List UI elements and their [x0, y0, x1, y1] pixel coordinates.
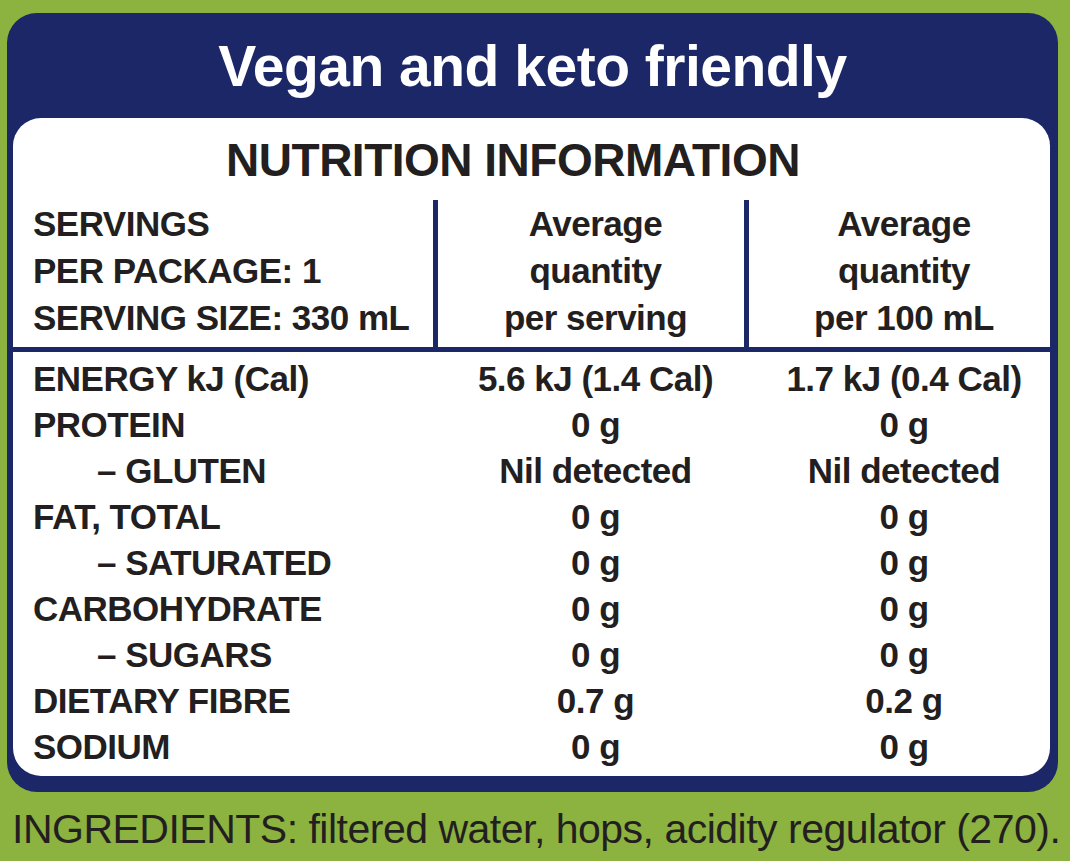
header-servings-line: SERVING SIZE: 330 mL: [33, 294, 433, 341]
nutrition-rows: ENERGY kJ (Cal) 5.6 kJ (1.4 Cal) 1.7 kJ …: [13, 352, 1050, 770]
header-servings-line: PER PACKAGE: 1: [33, 247, 433, 294]
table-row: – GLUTEN Nil detected Nil detected: [13, 448, 1050, 494]
row-value-per-serving: 0 g: [433, 402, 744, 448]
header-per-serving-line: Average: [447, 200, 744, 247]
table-row: FAT, TOTAL 0 g 0 g: [13, 494, 1050, 540]
row-value-per-serving: 5.6 kJ (1.4 Cal): [433, 356, 744, 402]
nutrition-panel: NUTRITION INFORMATION SERVINGS PER PACKA…: [13, 118, 1050, 776]
row-value-per-serving: 0.7 g: [433, 678, 744, 724]
table-row: ENERGY kJ (Cal) 5.6 kJ (1.4 Cal) 1.7 kJ …: [13, 356, 1050, 402]
table-row: – SUGARS 0 g 0 g: [13, 632, 1050, 678]
row-value-per-100ml: 0 g: [744, 586, 1050, 632]
table-row: DIETARY FIBRE 0.7 g 0.2 g: [13, 678, 1050, 724]
row-label: FAT, TOTAL: [13, 494, 433, 540]
ingredients-text: INGREDIENTS: filtered water, hops, acidi…: [12, 806, 1068, 853]
row-label: PROTEIN: [13, 402, 433, 448]
row-value-per-100ml: 0 g: [744, 402, 1050, 448]
header-per-100ml-line: per 100 mL: [758, 294, 1050, 341]
table-row: SODIUM 0 g 0 g: [13, 724, 1050, 770]
row-value-per-serving: Nil detected: [433, 448, 744, 494]
row-value-per-100ml: 0 g: [744, 540, 1050, 586]
row-value-per-serving: 0 g: [433, 540, 744, 586]
table-header: SERVINGS PER PACKAGE: 1 SERVING SIZE: 33…: [13, 200, 1050, 347]
nutrition-label: Vegan and keto friendly NUTRITION INFORM…: [7, 13, 1058, 792]
row-value-per-100ml: 0 g: [744, 632, 1050, 678]
header-per-100ml: Average quantity per 100 mL: [744, 200, 1050, 347]
header-servings-line: SERVINGS: [33, 200, 433, 247]
row-label: CARBOHYDRATE: [13, 586, 433, 632]
row-value-per-100ml: 0 g: [744, 724, 1050, 770]
panel-title: NUTRITION INFORMATION: [13, 118, 1050, 200]
row-label: – SUGARS: [13, 632, 433, 678]
row-value-per-serving: 0 g: [433, 724, 744, 770]
row-value-per-100ml: 0 g: [744, 494, 1050, 540]
row-value-per-100ml: 0.2 g: [744, 678, 1050, 724]
header-servings: SERVINGS PER PACKAGE: 1 SERVING SIZE: 33…: [13, 200, 433, 347]
table-row: – SATURATED 0 g 0 g: [13, 540, 1050, 586]
banner-title: Vegan and keto friendly: [7, 13, 1058, 118]
table-row: PROTEIN 0 g 0 g: [13, 402, 1050, 448]
row-value-per-serving: 0 g: [433, 586, 744, 632]
header-per-serving: Average quantity per serving: [433, 200, 744, 347]
header-per-100ml-line: Average: [758, 200, 1050, 247]
table-row: CARBOHYDRATE 0 g 0 g: [13, 586, 1050, 632]
row-value-per-serving: 0 g: [433, 632, 744, 678]
row-value-per-serving: 0 g: [433, 494, 744, 540]
row-value-per-100ml: Nil detected: [744, 448, 1050, 494]
row-label: – GLUTEN: [13, 448, 433, 494]
row-label: – SATURATED: [13, 540, 433, 586]
row-value-per-100ml: 1.7 kJ (0.4 Cal): [744, 356, 1050, 402]
header-per-serving-line: quantity: [447, 247, 744, 294]
header-per-serving-line: per serving: [447, 294, 744, 341]
header-per-100ml-line: quantity: [758, 247, 1050, 294]
row-label: DIETARY FIBRE: [13, 678, 433, 724]
row-label: ENERGY kJ (Cal): [13, 356, 433, 402]
row-label: SODIUM: [13, 724, 433, 770]
